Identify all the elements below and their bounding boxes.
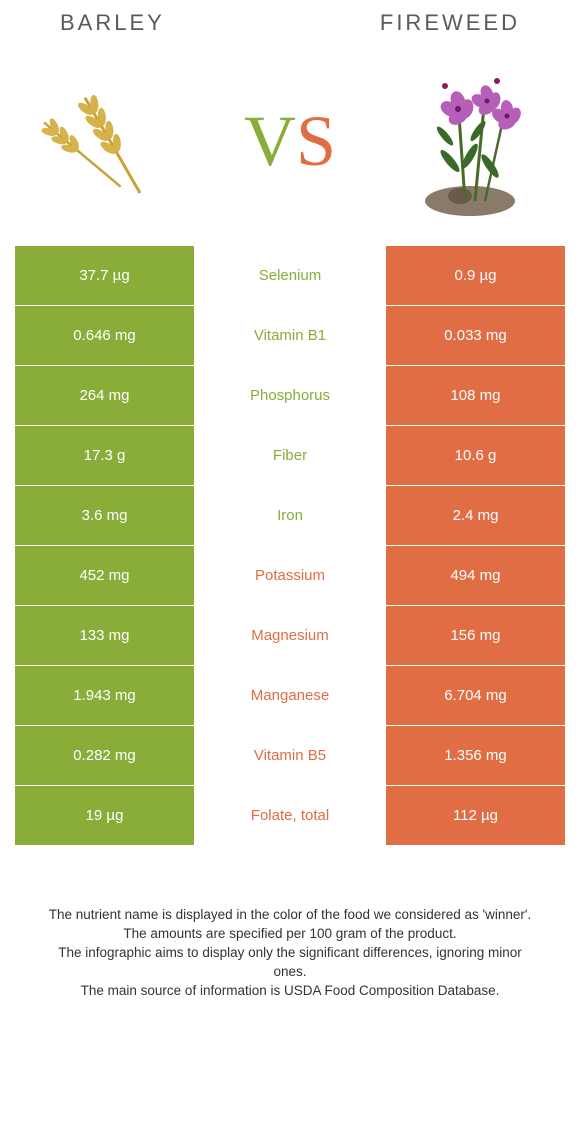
left-value-cell: 37.7 µg	[15, 246, 195, 305]
nutrient-name-cell: Magnesium	[195, 606, 385, 665]
right-value-cell: 10.6 g	[385, 426, 565, 485]
fireweed-icon	[390, 61, 550, 221]
table-row: 0.646 mgVitamin B10.033 mg	[15, 306, 565, 366]
vs-label: VS	[244, 100, 336, 183]
footer-line-3: The infographic aims to display only the…	[40, 944, 540, 980]
table-row: 133 mgMagnesium156 mg	[15, 606, 565, 666]
nutrient-name-cell: Folate, total	[195, 786, 385, 845]
footer-notes: The nutrient name is displayed in the co…	[0, 846, 580, 1021]
nutrient-name-cell: Iron	[195, 486, 385, 545]
right-value-cell: 0.9 µg	[385, 246, 565, 305]
left-title: Barley	[60, 10, 165, 36]
left-value-cell: 452 mg	[15, 546, 195, 605]
right-value-cell: 6.704 mg	[385, 666, 565, 725]
left-value-cell: 3.6 mg	[15, 486, 195, 545]
right-value-cell: 156 mg	[385, 606, 565, 665]
right-food-image	[390, 61, 550, 221]
nutrient-name-cell: Phosphorus	[195, 366, 385, 425]
table-row: 264 mgPhosphorus108 mg	[15, 366, 565, 426]
nutrient-name-cell: Vitamin B1	[195, 306, 385, 365]
nutrient-name-cell: Selenium	[195, 246, 385, 305]
nutrient-name-cell: Potassium	[195, 546, 385, 605]
table-row: 0.282 mgVitamin B51.356 mg	[15, 726, 565, 786]
nutrient-name-cell: Vitamin B5	[195, 726, 385, 785]
footer-line-1: The nutrient name is displayed in the co…	[40, 906, 540, 924]
left-value-cell: 19 µg	[15, 786, 195, 845]
right-value-cell: 2.4 mg	[385, 486, 565, 545]
barley-icon	[30, 61, 190, 221]
left-value-cell: 264 mg	[15, 366, 195, 425]
left-value-cell: 0.282 mg	[15, 726, 195, 785]
left-value-cell: 0.646 mg	[15, 306, 195, 365]
footer-line-4: The main source of information is USDA F…	[40, 982, 540, 1000]
left-food-image	[30, 61, 190, 221]
left-value-cell: 1.943 mg	[15, 666, 195, 725]
infographic-container: Barley Fireweed	[0, 0, 580, 1021]
right-value-cell: 0.033 mg	[385, 306, 565, 365]
table-row: 17.3 gFiber10.6 g	[15, 426, 565, 486]
table-row: 3.6 mgIron2.4 mg	[15, 486, 565, 546]
right-value-cell: 1.356 mg	[385, 726, 565, 785]
left-value-cell: 17.3 g	[15, 426, 195, 485]
vs-v: V	[244, 101, 296, 181]
table-row: 452 mgPotassium494 mg	[15, 546, 565, 606]
right-value-cell: 108 mg	[385, 366, 565, 425]
nutrient-name-cell: Fiber	[195, 426, 385, 485]
footer-line-2: The amounts are specified per 100 gram o…	[40, 925, 540, 943]
right-title: Fireweed	[380, 10, 520, 36]
left-value-cell: 133 mg	[15, 606, 195, 665]
right-value-cell: 112 µg	[385, 786, 565, 845]
images-row: VS	[0, 41, 580, 246]
nutrient-table: 37.7 µgSelenium0.9 µg0.646 mgVitamin B10…	[0, 246, 580, 846]
table-row: 37.7 µgSelenium0.9 µg	[15, 246, 565, 306]
table-row: 19 µgFolate, total112 µg	[15, 786, 565, 846]
nutrient-name-cell: Manganese	[195, 666, 385, 725]
table-row: 1.943 mgManganese6.704 mg	[15, 666, 565, 726]
vs-s: S	[296, 101, 336, 181]
right-value-cell: 494 mg	[385, 546, 565, 605]
titles-row: Barley Fireweed	[0, 0, 580, 41]
